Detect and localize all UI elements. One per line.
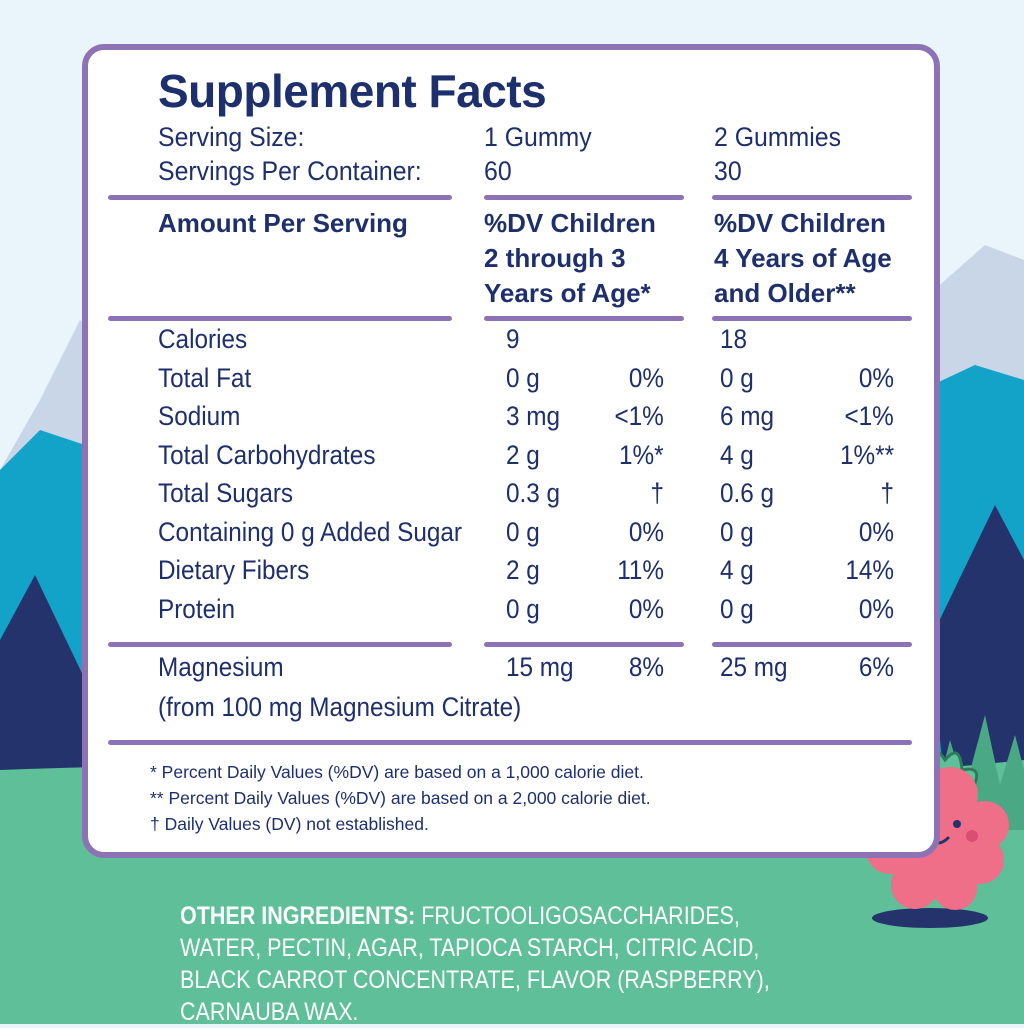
mascot-shadow xyxy=(872,908,988,928)
footnote: * Percent Daily Values (%DV) are based o… xyxy=(150,762,644,782)
col1-dv: <1% xyxy=(614,401,664,431)
col1-serving-size: 1 Gummy xyxy=(484,122,592,152)
col1-dv: 0% xyxy=(628,593,664,624)
col1-dv: 0% xyxy=(628,516,664,547)
raspberry-mascot xyxy=(866,748,1009,928)
col2-amount: 18 xyxy=(720,324,748,354)
divider-rule xyxy=(712,642,912,647)
nutrient-name: Containing 0 g Added Sugar xyxy=(158,516,462,547)
supplement-facts-panel: Supplement Facts Serving Size: Servings … xyxy=(82,44,940,858)
col2-serving-size: 2 Gummies xyxy=(714,122,842,152)
col1-amount: 0 g xyxy=(506,516,540,547)
col1-header-line: %DV Children xyxy=(484,208,656,238)
col2-amount: 0.6 g xyxy=(720,478,775,508)
nutrient-name: Calories xyxy=(158,324,248,354)
col2-amount: 4 g xyxy=(720,555,754,585)
nutrient-name: Protein xyxy=(158,593,236,624)
other-ingredients-text: FRUCTOOLIGOSACCHARIDES, WATER, PECTIN, A… xyxy=(180,902,770,1026)
serving-size-label: Serving Size: xyxy=(158,122,305,152)
col1-header-line: Years of Age* xyxy=(484,278,651,308)
servings-per-container-label: Servings Per Container: xyxy=(158,156,422,186)
col1-amount: 2 g xyxy=(506,555,540,585)
other-ingredients-label: OTHER INGREDIENTS: xyxy=(180,902,416,930)
col2-servings-per-container: 30 xyxy=(714,156,742,186)
divider-rule xyxy=(108,316,452,321)
divider-rule xyxy=(484,642,684,647)
mascot-cheek-right xyxy=(966,830,978,842)
col2-amount: 6 mg xyxy=(720,401,775,431)
magnesium-source: (from 100 mg Magnesium Citrate) xyxy=(158,692,522,722)
col2-dv: 0% xyxy=(858,362,894,393)
pine-tree-right xyxy=(930,505,1024,790)
col2-header-line: %DV Children xyxy=(714,208,886,238)
nutrient-name: Total Sugars xyxy=(158,478,294,508)
footnote-divider-rule xyxy=(108,740,912,745)
divider-rule xyxy=(108,642,452,647)
col1-header: %DV Children 2 through 3 Years of Age* xyxy=(484,206,656,311)
col1-dv: 0% xyxy=(628,362,664,393)
col2-dv: 0% xyxy=(858,593,894,624)
col2-header-line: 4 Years of Age xyxy=(714,243,892,273)
col2-dv: 14% xyxy=(845,555,894,585)
nutrient-name: Total Carbohydrates xyxy=(158,439,376,470)
col2-dv: 1%** xyxy=(839,439,894,470)
col2-header: %DV Children 4 Years of Age and Older** xyxy=(714,206,892,311)
panel-title: Supplement Facts xyxy=(158,65,547,117)
col2-dv: <1% xyxy=(844,401,894,431)
col2-amount: 0 g xyxy=(720,516,754,547)
col1-amount: 2 g xyxy=(506,439,540,470)
footnote: ** Percent Daily Values (%DV) are based … xyxy=(150,788,651,808)
col2-header-line: and Older** xyxy=(714,278,856,308)
divider-rule xyxy=(484,316,684,321)
col2-amount: 4 g xyxy=(720,439,754,470)
nutrient-name: Total Fat xyxy=(158,362,252,393)
col1-dv: † xyxy=(650,478,664,508)
col1-header-line: 2 through 3 xyxy=(484,243,626,273)
magnesium-col2-dv: 6% xyxy=(858,652,894,682)
magnesium-col1-amount: 15 mg xyxy=(506,652,574,682)
col1-dv: 11% xyxy=(617,555,664,585)
col1-amount: 0.3 g xyxy=(506,478,561,508)
col2-dv: † xyxy=(880,478,894,508)
col2-amount: 0 g xyxy=(720,362,754,393)
magnesium-col2-amount: 25 mg xyxy=(720,652,788,682)
magnesium-name: Magnesium xyxy=(158,652,284,682)
amount-per-serving-header: Amount Per Serving xyxy=(158,208,408,238)
other-ingredients: OTHER INGREDIENTS: FRUCTOOLIGOSACCHARIDE… xyxy=(180,900,799,1028)
divider-rule xyxy=(712,316,912,321)
magnesium-col1-dv: 8% xyxy=(628,652,664,682)
raspberry-drupe xyxy=(933,866,977,910)
divider-rule xyxy=(484,195,684,200)
nutrient-name: Sodium xyxy=(158,401,241,431)
col2-amount: 0 g xyxy=(720,593,754,624)
col1-dv: 1%* xyxy=(619,439,664,470)
col1-amount: 0 g xyxy=(506,362,540,393)
col1-amount: 3 mg xyxy=(506,401,561,431)
divider-rule xyxy=(712,195,912,200)
raspberry-drupe xyxy=(891,861,939,909)
mascot-eye-right xyxy=(953,820,961,828)
col1-amount: 9 xyxy=(506,324,520,354)
nutrient-name: Dietary Fibers xyxy=(158,555,310,585)
col1-amount: 0 g xyxy=(506,593,540,624)
footnote: † Daily Values (DV) not established. xyxy=(150,814,429,834)
col2-dv: 0% xyxy=(858,516,894,547)
divider-rule xyxy=(108,195,452,200)
col1-servings-per-container: 60 xyxy=(484,156,512,186)
